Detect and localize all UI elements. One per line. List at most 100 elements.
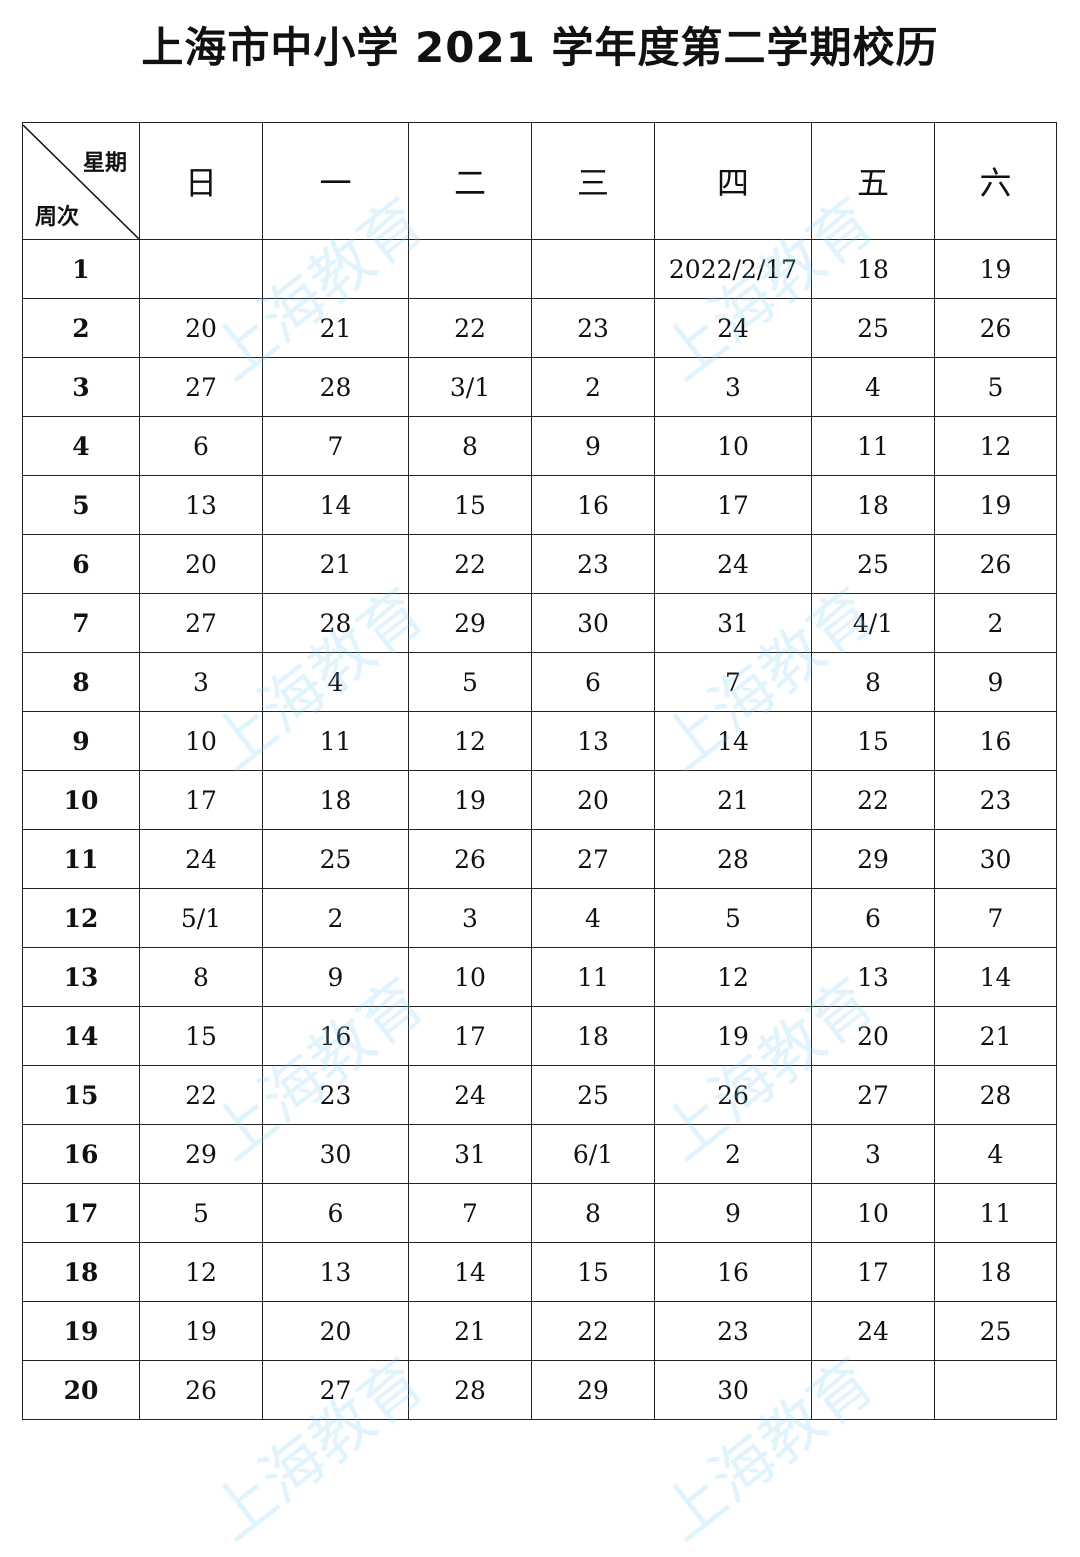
date-cell: 13: [262, 1242, 409, 1302]
week-row: 19 19 20 21 22 23 24 25: [22, 1301, 1057, 1361]
date-cell: 23: [654, 1301, 812, 1361]
date-cell: 24: [654, 534, 812, 594]
weekday-axis-label: 星期: [82, 150, 127, 176]
date-cell: 24: [139, 829, 263, 889]
date-cell: 27: [531, 829, 655, 889]
day-header-0: 日: [139, 122, 263, 240]
date-cell: 31: [654, 593, 812, 653]
date-cell: 11: [262, 711, 409, 771]
date-cell: 17: [139, 770, 263, 830]
week-axis-label: 周次: [35, 204, 80, 230]
date-cell: 26: [654, 1065, 812, 1125]
date-cell: 21: [262, 534, 409, 594]
date-cell: 15: [408, 475, 532, 535]
date-cell: 10: [811, 1183, 935, 1243]
date-cell: 20: [811, 1006, 935, 1066]
date-cell: 19: [934, 475, 1057, 535]
week-row: 15 22 23 24 25 26 27 28: [22, 1065, 1057, 1125]
date-cell: 2: [262, 888, 409, 948]
date-cell: 26: [139, 1360, 263, 1420]
date-cell: 9: [262, 947, 409, 1007]
date-cell: 6: [531, 652, 655, 712]
date-cell: 26: [934, 298, 1057, 358]
week-number: 6: [22, 534, 140, 594]
week-row: 7 27 28 29 30 31 4/1 2: [22, 593, 1057, 653]
date-cell: 26: [408, 829, 532, 889]
date-cell: 16: [531, 475, 655, 535]
date-cell: 18: [531, 1006, 655, 1066]
week-number: 10: [22, 770, 140, 830]
date-cell: 26: [934, 534, 1057, 594]
date-cell: 20: [139, 298, 263, 358]
day-header-2: 二: [408, 122, 532, 240]
date-cell: 7: [654, 652, 812, 712]
date-cell: 21: [262, 298, 409, 358]
week-row: 13 8 9 10 11 12 13 14: [22, 947, 1057, 1007]
date-cell: 17: [408, 1006, 532, 1066]
date-cell: 23: [934, 770, 1057, 830]
date-cell: 22: [531, 1301, 655, 1361]
date-cell: 25: [811, 534, 935, 594]
week-row: 5 13 14 15 16 17 18 19: [22, 475, 1057, 535]
date-cell: 16: [262, 1006, 409, 1066]
week-number: 11: [22, 829, 140, 889]
page-title: 上海市中小学 2021 学年度第二学期校历: [141, 23, 939, 72]
date-cell: 15: [531, 1242, 655, 1302]
date-cell: 9: [531, 416, 655, 476]
date-cell: 11: [811, 416, 935, 476]
week-number: 19: [22, 1301, 140, 1361]
date-cell: 16: [934, 711, 1057, 771]
date-cell: [408, 239, 532, 299]
date-cell: 21: [408, 1301, 532, 1361]
date-cell: 14: [262, 475, 409, 535]
week-row: 1 2022/2/17 18 19: [22, 239, 1057, 299]
date-cell: 29: [531, 1360, 655, 1420]
date-cell: 17: [654, 475, 812, 535]
date-cell: 6: [811, 888, 935, 948]
date-cell: 3: [139, 652, 263, 712]
week-number: 15: [22, 1065, 140, 1125]
week-row: 3 27 28 3/1 2 3 4 5: [22, 357, 1057, 417]
diagonal-divider: [23, 124, 140, 239]
date-cell: 24: [811, 1301, 935, 1361]
date-cell: 17: [811, 1242, 935, 1302]
date-cell: 4: [811, 357, 935, 417]
date-cell: [531, 239, 655, 299]
date-cell: 25: [531, 1065, 655, 1125]
date-cell: 22: [811, 770, 935, 830]
date-cell: 8: [408, 416, 532, 476]
date-cell: 12: [934, 416, 1057, 476]
date-cell: 8: [811, 652, 935, 712]
week-number: 2: [22, 298, 140, 358]
date-cell: 13: [811, 947, 935, 1007]
week-row: 17 5 6 7 8 9 10 11: [22, 1183, 1057, 1243]
date-cell: 15: [811, 711, 935, 771]
day-header-6: 六: [934, 122, 1057, 240]
date-cell: 3/1: [408, 357, 532, 417]
date-cell: 28: [408, 1360, 532, 1420]
date-cell: 8: [139, 947, 263, 1007]
date-cell: 2022/2/17: [654, 239, 812, 299]
date-cell: 19: [934, 239, 1057, 299]
date-cell: 14: [654, 711, 812, 771]
week-number: 13: [22, 947, 140, 1007]
date-cell: 19: [408, 770, 532, 830]
week-number: 9: [22, 711, 140, 771]
date-cell: 25: [934, 1301, 1057, 1361]
date-cell: 22: [408, 298, 532, 358]
date-cell: 29: [811, 829, 935, 889]
week-row: 12 5/1 2 3 4 5 6 7: [22, 888, 1057, 948]
date-cell: 12: [408, 711, 532, 771]
date-cell: [934, 1360, 1057, 1420]
date-cell: 6: [139, 416, 263, 476]
date-cell: 15: [139, 1006, 263, 1066]
date-cell: 28: [654, 829, 812, 889]
date-cell: 20: [531, 770, 655, 830]
week-row: 4 6 7 8 9 10 11 12: [22, 416, 1057, 476]
week-number: 8: [22, 652, 140, 712]
date-cell: 29: [139, 1124, 263, 1184]
date-cell: 7: [934, 888, 1057, 948]
date-cell: 16: [654, 1242, 812, 1302]
date-cell: 4/1: [811, 593, 935, 653]
